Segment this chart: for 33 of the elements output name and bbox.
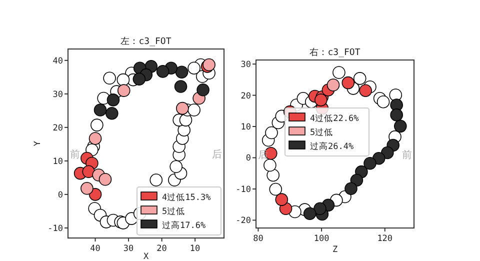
legend-label: 4过低22.6% [310,113,359,124]
y-tick-label: 10 [52,156,63,167]
y-tick-label: 0 [246,154,251,164]
x-tick-label: 40 [90,244,100,254]
x-tick-label: 10 [190,244,200,254]
y-tick-label: -10 [48,224,63,234]
legend-label: 过高17.6% [162,220,206,231]
x-tick-label: 120 [377,234,393,244]
y-tick-label: -20 [236,216,251,226]
annotation: 后 [212,148,222,160]
legend-label: 5过低 [310,127,334,138]
y-tick-label: 10 [240,122,251,133]
y-axis-title: Y [33,140,43,146]
legend-label: 过高26.4% [310,141,354,152]
chart-title: 右：c3_FOT [310,47,361,58]
x-axis-title: X [143,252,150,261]
chart-title: 左：c3_FOT [120,36,172,47]
x-tick-label: 20 [156,244,167,254]
x-tick-label: 100 [314,234,330,244]
annotation: 前 [70,148,80,160]
legend-label: 5过低 [162,206,186,217]
annotation: 前 [402,149,412,161]
y-tick-label: 40 [52,56,63,66]
y-tick-label: 0 [58,190,63,200]
y-tick-label: 30 [52,90,63,100]
y-tick-label: 20 [240,91,251,102]
y-tick-label: 20 [52,123,63,134]
x-tick-label: 30 [123,244,134,254]
legend-label: 4过低15.3% [162,192,211,203]
y-tick-label: 30 [240,60,251,70]
x-axis-title: Z [332,245,338,255]
x-tick-label: 80 [253,234,264,244]
y-tick-label: -10 [236,184,251,195]
